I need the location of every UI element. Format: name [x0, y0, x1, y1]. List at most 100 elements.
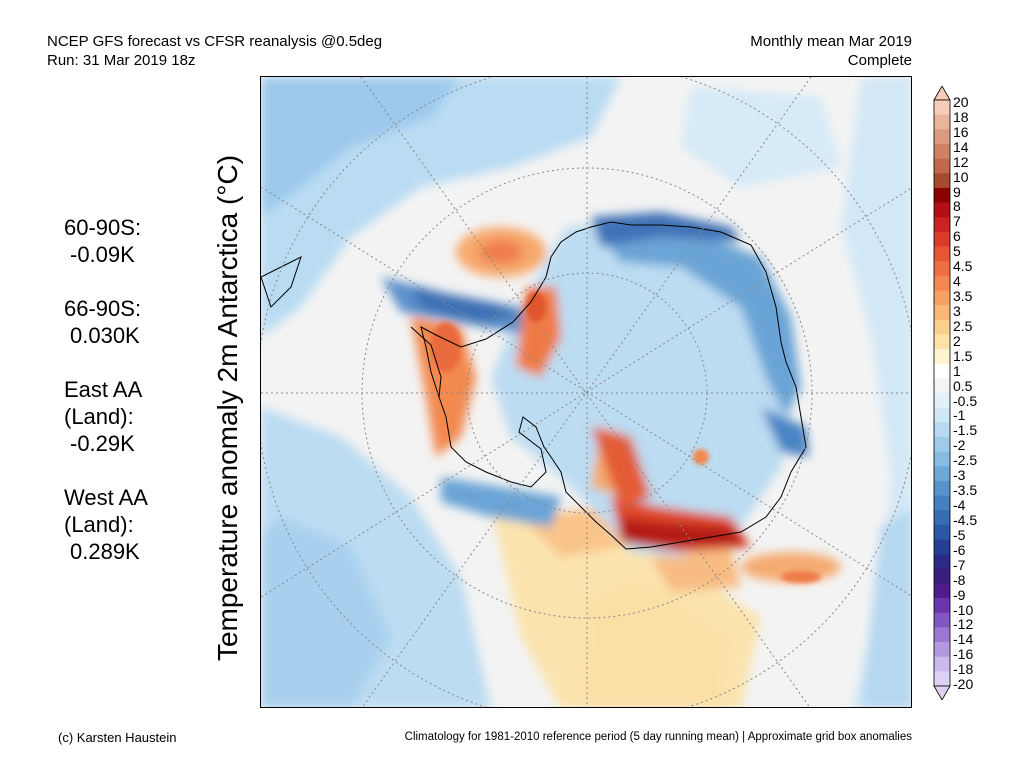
colorbar-swatch	[934, 480, 950, 496]
completion-status: Complete	[847, 52, 912, 69]
graticule	[261, 77, 911, 707]
colorbar-tick-label: 5	[953, 243, 961, 260]
colorbar	[933, 86, 951, 700]
stat-value: -0.09K	[70, 242, 135, 267]
colorbar-swatch	[934, 202, 950, 218]
colorbar-tick-label: 10	[953, 168, 969, 185]
colorbar-swatch	[934, 100, 950, 115]
anomaly-detail	[431, 292, 821, 583]
colorbar-swatch	[934, 554, 950, 570]
colorbar-tick-label: 1	[953, 362, 961, 379]
colorbar-swatch	[934, 187, 950, 203]
colorbar-tick-label: -3.5	[953, 482, 978, 499]
colorbar-tick-label: -12	[953, 616, 974, 633]
colorbar-swatch	[934, 305, 950, 321]
colorbar-tick-label: -18	[953, 661, 974, 678]
polar-map-svg	[261, 77, 911, 707]
colorbar-tick-label: 4	[953, 273, 961, 290]
regional-stats: 60-90S: -0.09K 66-90S: 0.030K East AA (L…	[64, 214, 148, 592]
colorbar-tick-label: 8	[953, 198, 961, 215]
colorbar-tick-label: 2.5	[953, 317, 973, 334]
stat-label: 66-90S:	[64, 296, 142, 321]
stat-label: East AA (Land):	[64, 377, 143, 429]
colorbar-max-arrow	[933, 86, 951, 101]
colorbar-swatch	[934, 451, 950, 467]
anomaly-map	[260, 76, 912, 708]
run-time: Run: 31 Mar 2019 18z	[47, 52, 196, 69]
colorbar-swatch	[934, 524, 950, 540]
stat-value: 0.030K	[70, 323, 140, 348]
stat-label: 60-90S:	[64, 215, 142, 240]
stat-east-aa: East AA (Land): -0.29K	[64, 376, 148, 457]
colorbar-tick-label: -7	[953, 556, 966, 573]
colorbar-tick-label: -3	[953, 467, 966, 484]
colorbar-swatch	[934, 612, 950, 628]
colorbar-tick-label: -1	[953, 407, 966, 424]
colorbar-swatch	[934, 539, 950, 555]
colorbar-tick-label: -14	[953, 631, 974, 648]
colorbar-swatch	[934, 642, 950, 657]
colorbar-tick-label: 2	[953, 332, 961, 349]
colorbar-swatch	[934, 568, 950, 584]
colorbar-swatch	[934, 422, 950, 438]
colorbar-swatch	[934, 393, 950, 408]
colorbar-tick-label: -6	[953, 541, 966, 558]
colorbar-tick-label: -10	[953, 601, 974, 618]
colorbar-swatch	[934, 114, 950, 130]
colorbar-tick-label: 20	[953, 94, 969, 110]
south-america-coastline	[261, 256, 302, 308]
colorbar-swatch	[934, 129, 950, 145]
colorbar-min-arrow	[933, 685, 951, 700]
stat-66-90s: 66-90S: 0.030K	[64, 295, 148, 349]
stat-label: West AA (Land):	[64, 485, 148, 537]
colorbar-swatch	[934, 319, 950, 335]
colorbar-swatch	[934, 290, 950, 306]
colorbar-swatch	[934, 510, 950, 526]
model-title: NCEP GFS forecast vs CFSR reanalysis @0.…	[47, 33, 383, 50]
climatology-note: Climatology for 1981-2010 reference peri…	[404, 731, 912, 743]
variable-label: Temperature anomaly 2m Antarctica (°C)	[212, 154, 243, 662]
peninsula-coastline	[410, 326, 442, 398]
stat-60-90s: 60-90S: -0.09K	[64, 214, 148, 268]
colorbar-tick-label: -2	[953, 437, 966, 454]
map-header-left: NCEP GFS forecast vs CFSR reanalysis @0.…	[47, 32, 382, 70]
stat-value: -0.29K	[70, 431, 135, 456]
colorbar-tick-label: -9	[953, 586, 966, 603]
colorbar-swatch	[934, 349, 950, 364]
colorbar-tick-label: 12	[953, 153, 969, 170]
colorbar-tick-label: 7	[953, 213, 961, 230]
colorbar-tick-label: 18	[953, 108, 969, 125]
colorbar-tick-label: 0.5	[953, 377, 973, 394]
colorbar-tick-label: 1.5	[953, 347, 973, 364]
antarctica-coastline	[420, 221, 807, 550]
colorbar-tick-label: -0.5	[953, 392, 978, 409]
colorbar-tick-label: -4.5	[953, 511, 978, 528]
colorbar-tick-label: -2.5	[953, 452, 978, 469]
colorbar-swatch	[934, 275, 950, 291]
colorbar-tick-label: 3	[953, 302, 961, 319]
colorbar-swatch	[934, 246, 950, 262]
colorbar-swatch	[934, 466, 950, 482]
colorbar-swatch	[934, 671, 950, 687]
colorbar-swatch	[934, 173, 950, 189]
colorbar-tick-label: 4.5	[953, 258, 973, 275]
colorbar-tick-label: -16	[953, 646, 974, 663]
colorbar-tick-label: -1.5	[953, 422, 978, 439]
colorbar-swatch	[934, 583, 950, 599]
colorbar-swatch	[934, 378, 950, 394]
colorbar-swatch	[934, 598, 950, 614]
colorbar-tick-label: -4	[953, 497, 966, 514]
colorbar-tick-label: 9	[953, 183, 961, 200]
map-header-right: Monthly mean Mar 2019 Complete	[750, 32, 912, 70]
colorbar-tick-label: 16	[953, 123, 969, 140]
colorbar-swatch	[934, 158, 950, 174]
colorbar-swatch	[934, 231, 950, 247]
colorbar-tick-label: -20	[953, 676, 974, 693]
period-label: Monthly mean Mar 2019	[750, 33, 912, 50]
colorbar-swatch	[934, 436, 950, 452]
colorbar-tick-label: -5	[953, 526, 966, 543]
colorbar-tick-label: 14	[953, 138, 969, 155]
colorbar-tick-label: -8	[953, 571, 966, 588]
colorbar-swatch	[934, 656, 950, 672]
stat-value: 0.289K	[70, 539, 140, 564]
